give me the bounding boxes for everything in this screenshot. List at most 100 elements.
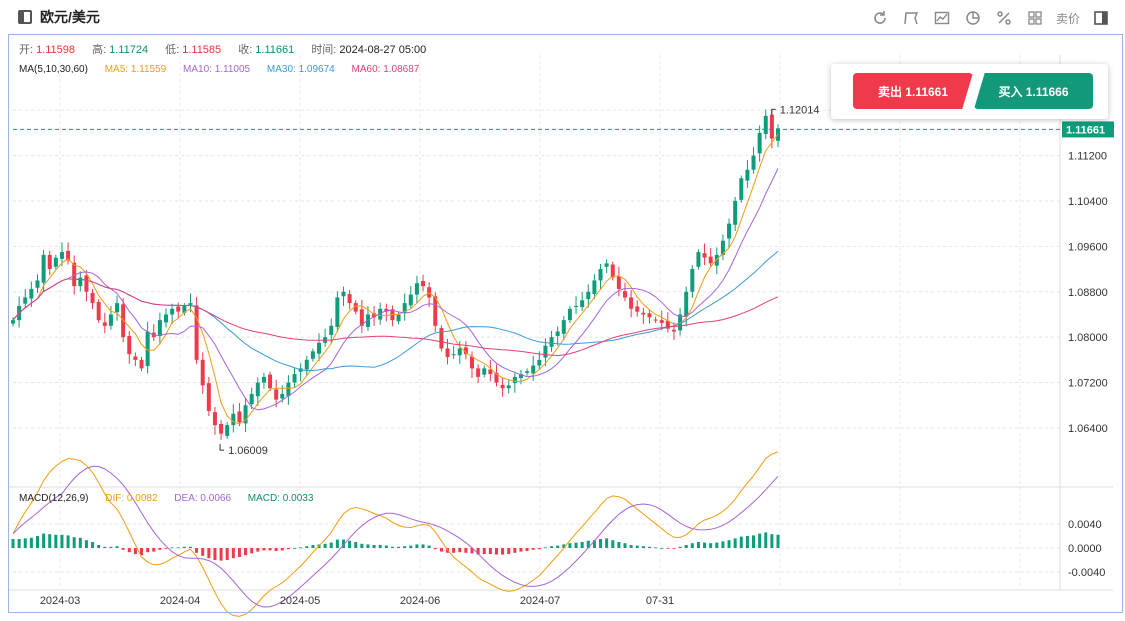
candle-body (690, 269, 695, 292)
macd-bar (378, 545, 382, 548)
pie-chart-icon[interactable] (963, 8, 984, 28)
macd-bar (146, 548, 150, 553)
macd-bar (525, 548, 529, 551)
time-value: 2024-08-27 05:00 (339, 44, 427, 56)
draw-tool-icon[interactable] (901, 8, 922, 28)
macd-bar (568, 543, 572, 548)
price-type-toggle[interactable]: 卖价 (1055, 11, 1080, 26)
candle-body (268, 374, 273, 389)
macd-bar (268, 548, 272, 551)
macd-bar (764, 532, 768, 548)
macd-bar (543, 547, 547, 549)
macd-bar (623, 543, 627, 548)
candle-body (231, 413, 236, 426)
macd-bar (299, 547, 303, 549)
candle-body (219, 423, 224, 434)
candle-body (78, 277, 83, 287)
macd-bar (599, 539, 603, 548)
candle-body (396, 314, 401, 322)
ma10-value: MA10: 1.11005 (183, 64, 251, 75)
macd-bar (274, 548, 278, 551)
time-axis-label: 2024-04 (160, 595, 200, 607)
buy-button[interactable]: 买入 1.11666 (974, 73, 1093, 109)
time-axis-label: 2024-06 (400, 595, 440, 607)
candle-body (194, 305, 199, 360)
open-label: 开: (19, 44, 34, 56)
time-label: 时间: (311, 44, 337, 56)
low-annotation: 1.06009 (228, 445, 268, 457)
indicator-icon[interactable] (932, 8, 953, 28)
price-axis-label: 1.06400 (1068, 423, 1108, 435)
macd-bar (776, 534, 780, 548)
sidebar-toggle-icon[interactable] (18, 10, 32, 24)
candle-body (488, 369, 493, 375)
candle-body (647, 313, 652, 318)
macd-bar (170, 547, 174, 549)
ma30-value: MA30: 1.09674 (266, 64, 335, 75)
macd-bar (256, 548, 260, 552)
low-marker (219, 444, 225, 451)
high-value: 1.11724 (109, 44, 149, 56)
high-annotation: 1.12014 (780, 104, 820, 116)
layout-grid-icon[interactable] (1025, 8, 1046, 28)
price-axis-label: 1.09600 (1068, 241, 1108, 253)
macd-bar (397, 546, 401, 548)
trade-panel: 卖出 1.11661 买入 1.11666 (831, 64, 1108, 119)
macd-bar (280, 548, 284, 551)
macd-bar (709, 543, 713, 548)
macd-bar (611, 540, 615, 548)
macd-axis-label: 0.0040 (1068, 519, 1102, 531)
macd-bar (715, 542, 719, 548)
candle-body (678, 314, 683, 331)
macd-bar (84, 540, 88, 548)
macd-bar (133, 548, 137, 554)
macd-bar (672, 548, 676, 549)
macd-bar (29, 537, 33, 548)
macd-bar (745, 536, 749, 548)
candle-body (757, 132, 762, 154)
candle-body (470, 356, 474, 369)
macd-bar (91, 542, 95, 548)
panel-toggle-icon[interactable] (1090, 8, 1111, 28)
dea-line (12, 465, 779, 608)
ma60-value: MA60: 1.08687 (351, 64, 420, 75)
candle-body (641, 312, 646, 315)
candle-body (237, 411, 242, 423)
symbol-title: 欧元/美元 (40, 9, 100, 25)
macd-bar (690, 543, 694, 548)
macd-bar (158, 548, 162, 550)
candle-body (96, 301, 101, 321)
dif-line (12, 451, 779, 617)
candle-body (457, 348, 462, 356)
candle-body (127, 336, 132, 355)
macd-bar (23, 538, 27, 548)
macd-bar (103, 546, 107, 548)
candle-body (439, 328, 444, 349)
open-value: 1.11598 (36, 44, 76, 56)
candle-body (115, 303, 120, 313)
macd-bar (207, 548, 211, 559)
candle-body (84, 275, 89, 292)
percent-icon[interactable] (994, 8, 1015, 28)
macd-bar (250, 548, 254, 554)
ma60-line (12, 278, 779, 357)
candle-body (561, 320, 566, 334)
candle-body (451, 354, 456, 356)
sell-button[interactable]: 卖出 1.11661 (853, 73, 973, 109)
close-label: 收: (238, 44, 253, 56)
dif-value: DIF: 0.0082 (105, 493, 158, 504)
candle-body (280, 393, 285, 399)
macd-bar (35, 536, 39, 548)
candle-body (90, 292, 95, 304)
title-bar: 欧元/美元 卖价 (0, 0, 1125, 34)
candle-body (604, 263, 609, 267)
macd-bar (97, 545, 101, 548)
refresh-icon[interactable] (870, 8, 891, 28)
macd-bar (488, 548, 492, 554)
macd-bar (195, 548, 199, 553)
macd-bar (262, 548, 266, 551)
macd-bar (739, 536, 743, 548)
macd-bar (684, 545, 688, 548)
candle-body (347, 294, 352, 304)
